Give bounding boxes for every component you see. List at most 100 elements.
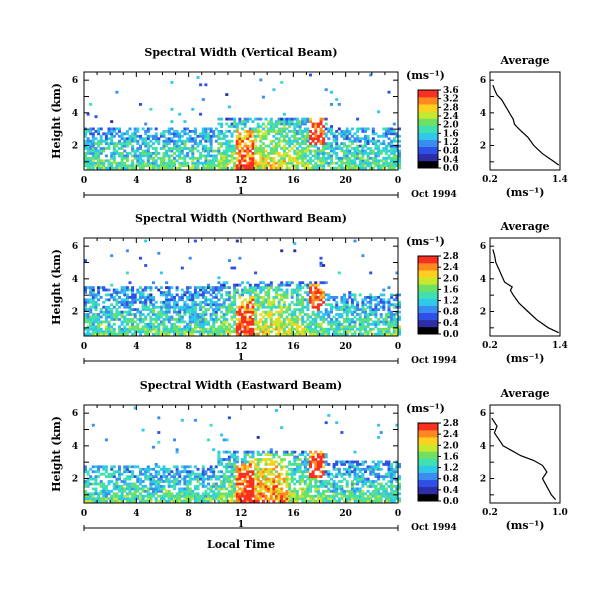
heatmap-cell <box>290 330 294 334</box>
heatmap-cell <box>243 142 247 145</box>
heatmap-cell <box>217 492 221 496</box>
heatmap-cell <box>340 305 344 309</box>
heatmap-cell <box>222 300 226 304</box>
heatmap-cell <box>379 431 383 434</box>
heatmap-cell <box>371 127 375 131</box>
heatmap-cell <box>382 298 386 302</box>
heatmap-cell <box>201 480 205 483</box>
heatmap-cell <box>282 480 286 483</box>
heatmap-cell <box>233 489 237 493</box>
heatmap-cell <box>261 156 265 160</box>
heatmap-cell <box>361 475 365 478</box>
heatmap-cell <box>128 327 132 331</box>
heatmap-cell <box>306 494 310 498</box>
heatmap-cell <box>212 485 216 488</box>
heatmap-cell <box>243 460 247 464</box>
heatmap-cell <box>371 322 375 326</box>
heatmap-cell <box>139 330 142 334</box>
heatmap-cell <box>269 283 273 287</box>
heatmap-cell <box>350 332 354 336</box>
heatmap-cell <box>188 315 192 319</box>
heatmap-cell <box>186 154 190 158</box>
heatmap-cell <box>136 291 140 294</box>
heatmap-cell <box>183 480 187 483</box>
heatmap-cell <box>251 494 255 498</box>
heatmap-cell <box>139 286 142 289</box>
heatmap-cell <box>123 325 127 329</box>
heatmap-cell <box>340 472 344 476</box>
heatmap-cell <box>295 283 299 287</box>
heatmap-cell <box>335 327 339 331</box>
heatmap-cell <box>191 147 195 150</box>
heatmap-cell <box>246 303 250 307</box>
heatmap-cell <box>364 480 367 483</box>
heatmap-cell <box>110 480 114 483</box>
heatmap-cell <box>170 325 174 329</box>
heatmap-cell <box>330 125 333 128</box>
heatmap-cell <box>364 320 367 324</box>
heatmap-cell <box>84 152 87 155</box>
profile-y-tick-label: 4 <box>480 109 486 119</box>
heatmap-cell <box>392 499 396 503</box>
date-marker: 1 <box>238 187 244 197</box>
heatmap-cell <box>295 117 299 121</box>
heatmap-cell <box>295 164 299 168</box>
heatmap-cell <box>91 325 95 329</box>
heatmap-cell <box>282 318 286 321</box>
heatmap-cell <box>157 152 161 155</box>
heatmap-cell <box>293 288 297 292</box>
heatmap-cell <box>99 472 103 476</box>
heatmap-cell <box>131 494 135 498</box>
heatmap-cell <box>104 139 108 143</box>
heatmap-cell <box>162 164 166 168</box>
heatmap-cell <box>267 470 271 474</box>
heatmap-cell <box>146 156 150 160</box>
heatmap-cell <box>330 144 333 148</box>
heatmap-cell <box>97 156 101 160</box>
heatmap-cell <box>204 499 208 503</box>
heatmap-cell <box>209 332 213 336</box>
heatmap-cell <box>157 305 161 309</box>
heatmap-cell <box>201 318 205 321</box>
heatmap-cell <box>248 144 252 148</box>
heatmap-cell <box>288 482 292 486</box>
heatmap-cell <box>115 485 119 488</box>
heatmap-cell <box>332 330 336 334</box>
heatmap-cell <box>227 489 231 493</box>
heatmap-cell <box>183 330 187 334</box>
heatmap-cell <box>178 318 182 321</box>
heatmap-cell <box>227 416 231 420</box>
heatmap-cell <box>306 458 310 461</box>
heatmap-cell <box>277 480 281 483</box>
heatmap-cell <box>387 166 391 170</box>
heatmap-cell <box>183 497 187 501</box>
heatmap-cell <box>277 132 281 136</box>
heatmap-cell <box>256 472 260 476</box>
heatmap-cell <box>125 475 129 478</box>
heatmap-cell <box>157 487 161 491</box>
heatmap-cell <box>118 489 121 493</box>
heatmap-cell <box>335 303 339 307</box>
heatmap-cell <box>364 139 367 143</box>
heatmap-cell <box>175 132 179 136</box>
heatmap-cell <box>246 130 250 133</box>
heatmap-cell <box>238 293 242 297</box>
heatmap-cell <box>217 134 221 138</box>
heatmap-cell <box>387 472 391 476</box>
heatmap-cell <box>112 159 116 163</box>
heatmap-cell <box>259 489 263 493</box>
heatmap-cell <box>89 327 93 331</box>
heatmap-cell <box>314 482 318 486</box>
heatmap-cell <box>267 144 271 148</box>
heatmap-cell <box>235 313 239 316</box>
heatmap-cell <box>162 134 166 138</box>
heatmap-cell <box>212 134 216 138</box>
heatmap-cell <box>387 161 391 165</box>
heatmap-cell <box>180 470 184 474</box>
heatmap-cell <box>173 482 176 486</box>
heatmap-cell <box>390 303 394 307</box>
heatmap-cell <box>125 132 129 136</box>
heatmap-cell <box>162 161 166 165</box>
heatmap-cell <box>209 327 213 331</box>
heatmap-cell <box>241 288 244 292</box>
